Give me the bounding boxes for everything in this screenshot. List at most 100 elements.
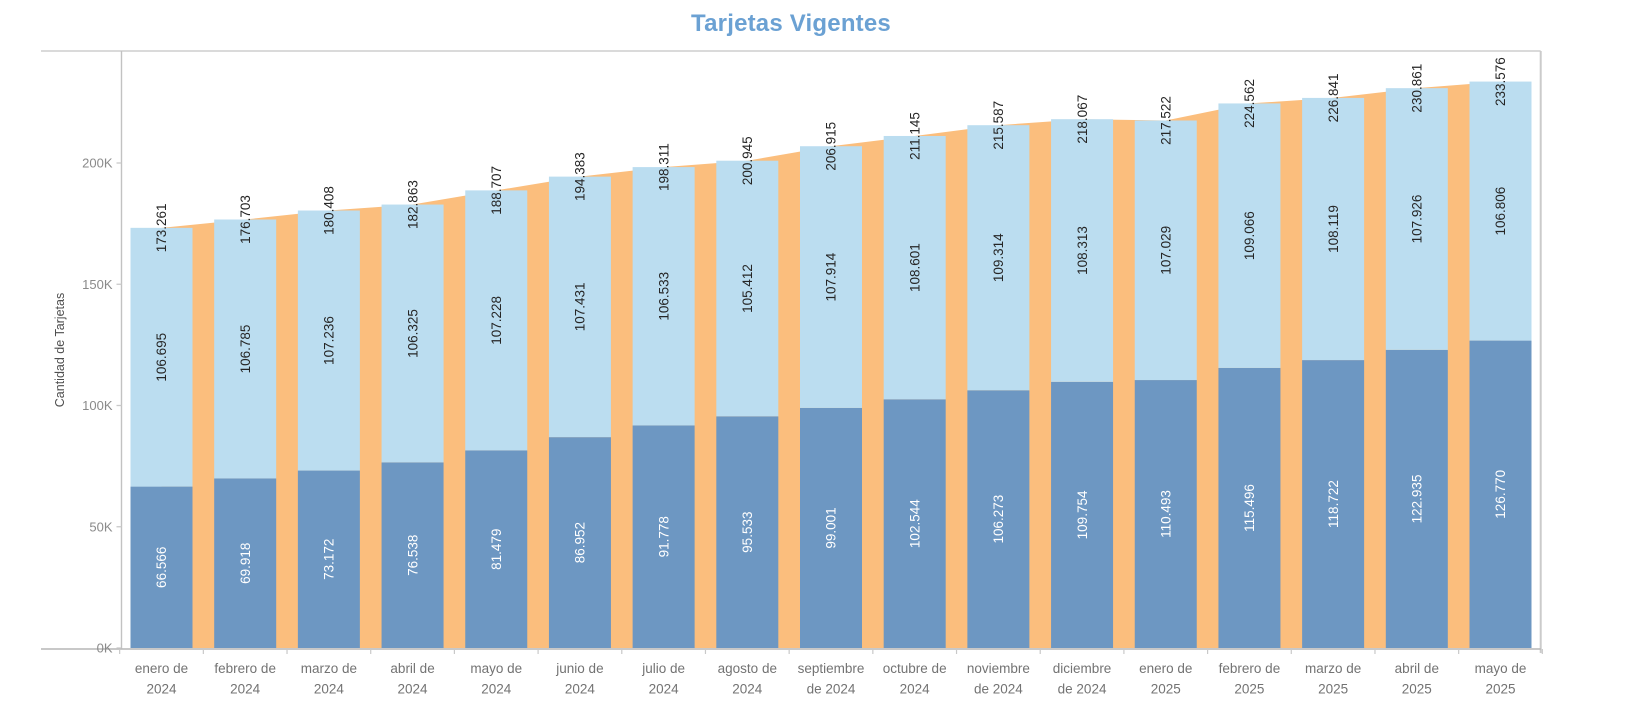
y-tick-label: 100K — [82, 398, 113, 413]
x-category-label: febrero de 2025 — [1219, 661, 1281, 697]
bar-segment-light[interactable] — [800, 146, 862, 408]
x-category-label-line: septiembre — [798, 661, 865, 676]
total-value-label: 226.841 — [1326, 74, 1341, 123]
light-segment-value-label: 109.066 — [1242, 211, 1257, 260]
dark-segment-value-label: 110.493 — [1158, 490, 1173, 538]
bar-segment-light[interactable] — [883, 135, 946, 400]
dark-segment-value-label: 126.770 — [1493, 470, 1508, 519]
x-category-label-line: 2025 — [1485, 682, 1515, 697]
x-category-label-line: febrero de — [1219, 661, 1281, 676]
x-category-label-line: 2024 — [314, 682, 345, 697]
dark-segment-value-label: 73.172 — [322, 539, 337, 580]
bar-segment-light[interactable] — [1469, 81, 1532, 341]
bar-segment-light[interactable] — [1302, 97, 1365, 361]
light-segment-value-label: 107.228 — [489, 296, 504, 345]
bar-segment-light[interactable] — [1218, 103, 1281, 368]
dark-segment-value-label: 122.935 — [1410, 475, 1425, 524]
x-category-label-line: 2025 — [1402, 682, 1432, 697]
x-category-label: abril de 2024 — [390, 661, 434, 697]
bar-segment-light[interactable] — [716, 160, 779, 417]
light-segment-value-label: 108.119 — [1326, 205, 1341, 253]
light-segment-value-label: 106.325 — [405, 309, 420, 358]
x-category-label-line: febrero de — [214, 661, 276, 676]
x-category-label-line: 2024 — [481, 682, 512, 697]
bar-segment-dark[interactable] — [800, 407, 862, 648]
bar-segment-dark[interactable] — [1385, 349, 1448, 648]
light-segment-value-label: 107.431 — [573, 282, 588, 331]
x-category-label-line: octubre de — [883, 661, 947, 676]
dark-segment-value-label: 95.533 — [740, 512, 755, 553]
dark-segment-value-label: 76.538 — [405, 535, 420, 576]
bar-segment-light[interactable] — [297, 210, 360, 471]
bar-segment-dark[interactable] — [967, 390, 1030, 648]
x-category-label-line: de 2024 — [807, 682, 856, 697]
bar-segment-light[interactable] — [130, 227, 193, 487]
bar-segment-dark[interactable] — [130, 486, 193, 648]
bar-segment-dark[interactable] — [1302, 360, 1365, 648]
dark-segment-value-label: 86.952 — [573, 522, 588, 563]
bar-segment-light[interactable] — [1134, 120, 1197, 381]
bar-segment-light[interactable] — [632, 167, 695, 426]
bar-segment-dark[interactable] — [214, 478, 277, 648]
dark-segment-value-label: 102.544 — [907, 499, 922, 548]
bar-segment-dark[interactable] — [381, 462, 444, 648]
x-category-label: diciembre de 2024 — [1053, 661, 1112, 697]
x-category-label-line: de 2024 — [974, 682, 1023, 697]
dark-segment-value-label: 99.001 — [824, 507, 839, 548]
bar-segment-dark[interactable] — [716, 416, 779, 648]
total-value-label: 200.945 — [740, 136, 755, 185]
y-tick-label: 200K — [82, 156, 113, 171]
light-segment-value-label: 106.785 — [238, 325, 253, 374]
x-category-label-line: agosto de — [718, 661, 777, 676]
bar-segment-dark[interactable] — [465, 450, 528, 648]
x-category-label-line: marzo de — [1305, 661, 1361, 676]
x-category-label-line: 2024 — [900, 682, 931, 697]
bar-segment-dark[interactable] — [1051, 381, 1114, 648]
light-segment-value-label: 107.914 — [824, 252, 839, 301]
bar-segment-dark[interactable] — [883, 399, 946, 648]
y-tick-label: 0K — [97, 641, 113, 656]
x-category-label: julio de 2024 — [641, 661, 685, 697]
x-category-label-line: abril de — [1395, 661, 1439, 676]
bar-segment-light[interactable] — [214, 219, 277, 479]
x-category-label-line: abril de — [390, 661, 434, 676]
y-tick-label: 150K — [82, 277, 113, 292]
total-value-label: 218.067 — [1075, 95, 1090, 144]
x-category-label-line: mayo de — [470, 661, 522, 676]
bar-segment-light[interactable] — [1051, 119, 1114, 382]
x-category-label: noviembre de 2024 — [967, 661, 1030, 697]
light-segment-value-label: 108.601 — [907, 243, 922, 292]
bar-segment-dark[interactable] — [1469, 340, 1532, 648]
x-category-label: septiembre de 2024 — [798, 661, 865, 697]
bar-segment-light[interactable] — [465, 190, 528, 451]
total-value-label: 173.261 — [154, 203, 169, 252]
bar-segment-light[interactable] — [548, 176, 611, 438]
light-segment-value-label: 105.412 — [740, 264, 755, 313]
bar-segment-dark[interactable] — [548, 437, 611, 648]
x-category-label-line: 2024 — [565, 682, 596, 697]
total-value-label: 211.145 — [907, 112, 922, 160]
total-value-label: 198.311 — [656, 143, 671, 191]
bar-segment-light[interactable] — [1385, 88, 1448, 350]
bar-segment-dark[interactable] — [1134, 380, 1197, 648]
bar-segment-dark[interactable] — [632, 425, 695, 648]
x-category-label: junio de 2024 — [555, 661, 603, 697]
x-category-label: octubre de 2024 — [883, 661, 947, 697]
light-segment-value-label: 106.533 — [656, 272, 671, 321]
bar-segment-light[interactable] — [381, 204, 444, 463]
x-category-label-line: julio de — [641, 661, 685, 676]
bar-segment-light[interactable] — [967, 125, 1030, 391]
y-tick-label: 50K — [89, 519, 112, 534]
x-category-label-line: enero de — [135, 661, 188, 676]
bar-segment-dark[interactable] — [1218, 367, 1281, 648]
x-category-label-line: 2025 — [1151, 682, 1181, 697]
light-segment-value-label: 109.314 — [991, 233, 1006, 282]
bar-segment-dark[interactable] — [297, 470, 360, 648]
light-segment-value-label: 106.806 — [1493, 187, 1508, 236]
x-category-label-line: diciembre — [1053, 661, 1112, 676]
total-value-label: 230.861 — [1410, 64, 1425, 113]
x-category-label-line: 2024 — [649, 682, 680, 697]
total-value-label: 224.562 — [1242, 79, 1257, 128]
total-value-label: 215.587 — [991, 101, 1006, 150]
